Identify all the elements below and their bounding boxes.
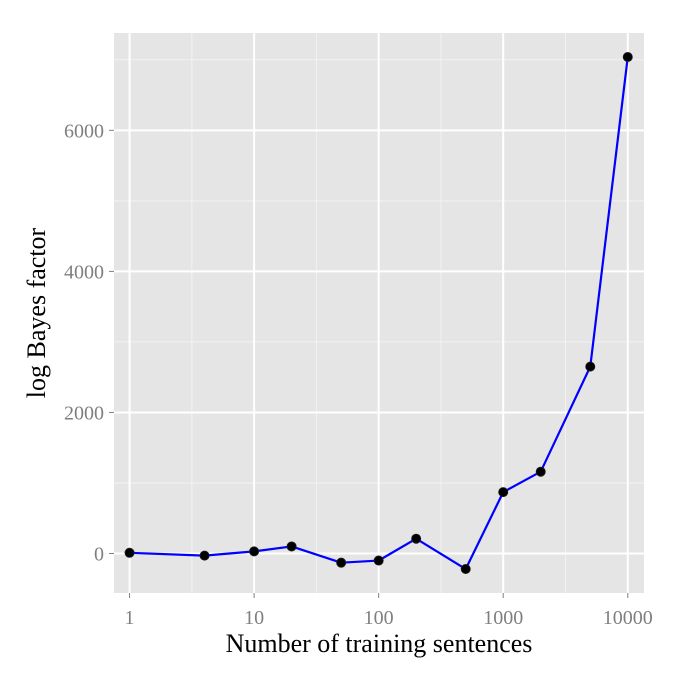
data-point [336, 557, 347, 568]
data-point [411, 533, 422, 544]
y-axis-title: log Bayes factor [22, 227, 51, 398]
data-point [460, 564, 471, 575]
data-point [249, 546, 260, 557]
data-point [286, 541, 297, 552]
series-layer [124, 51, 633, 575]
data-point [622, 51, 633, 62]
y-tick-label: 4000 [64, 261, 104, 283]
x-axis-title: Number of training sentences [226, 629, 533, 658]
data-point [199, 550, 210, 561]
data-point [585, 361, 596, 372]
x-tick-label: 1000 [483, 607, 523, 629]
data-point [535, 466, 546, 477]
y-tick-label: 0 [94, 544, 104, 566]
tick-layer: 1 10 100 1000 10000 0 2000 4000 6000 [64, 120, 653, 629]
x-tick-label: 10000 [603, 607, 653, 629]
x-tick-label: 10 [244, 607, 264, 629]
y-tick-label: 2000 [64, 402, 104, 424]
x-tick-label: 100 [364, 607, 394, 629]
major-gridlines [114, 33, 644, 593]
data-point [498, 487, 509, 498]
y-tick-label: 6000 [64, 120, 104, 142]
series-line [129, 56, 629, 571]
x-tick-label: 1 [125, 607, 135, 629]
data-point [124, 547, 135, 558]
data-point [373, 555, 384, 566]
